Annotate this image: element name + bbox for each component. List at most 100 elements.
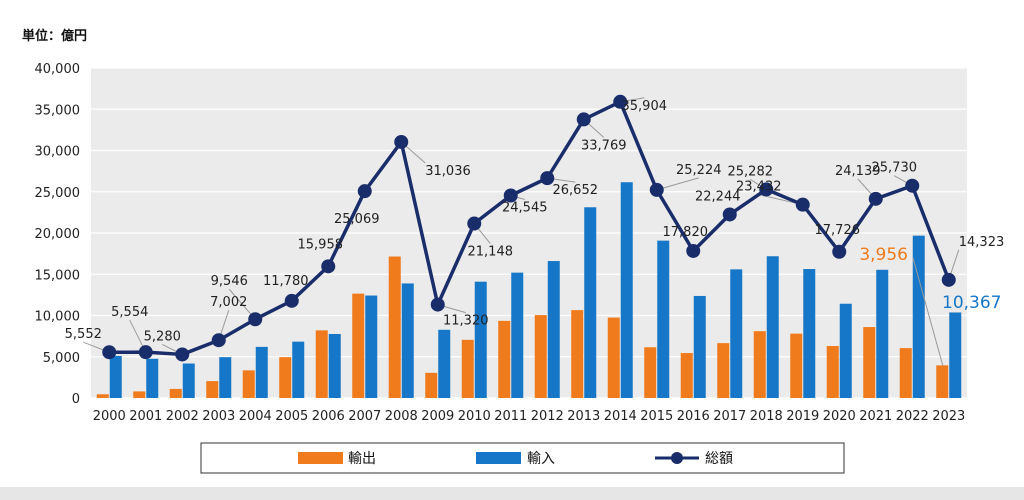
import-bar	[876, 269, 889, 398]
total-value-label: 25,069	[334, 212, 380, 227]
export-bar	[607, 317, 620, 398]
total-value-label: 25,730	[872, 161, 918, 176]
legend-swatch-total-marker	[671, 452, 683, 464]
total-value-label: 7,002	[210, 295, 247, 310]
data-labels: 5,552 5,554 5,280 7,002 9,546 11,780 15,958 25,…	[65, 99, 1005, 345]
total-value-label: 9,546	[211, 274, 248, 289]
x-tick-label: 2008	[385, 409, 418, 424]
import-bar	[292, 341, 305, 398]
y-tick-label: 0	[72, 392, 80, 407]
x-tick-label: 2018	[750, 409, 783, 424]
export-bar	[242, 370, 255, 398]
export-bar	[644, 347, 657, 398]
export-2023-label: 3,956	[859, 245, 908, 265]
import-bar	[109, 355, 122, 398]
total-series-line	[109, 100, 951, 357]
import-bar	[365, 295, 378, 398]
x-tick-label: 2007	[348, 409, 381, 424]
import-bar	[949, 312, 962, 398]
export-bar	[352, 293, 365, 398]
total-marker	[321, 259, 336, 274]
leader-line	[656, 177, 699, 191]
export-bar	[425, 372, 438, 398]
total-value-label: 35,904	[622, 99, 668, 114]
y-tick-label: 25,000	[35, 186, 81, 201]
import-2023-label: 10,367	[942, 293, 1001, 313]
x-tick-label: 2015	[640, 409, 673, 424]
y-tick-label: 10,000	[35, 310, 81, 325]
bars	[96, 182, 962, 398]
legend-label-import: 輸入	[527, 451, 555, 467]
total-marker	[540, 171, 555, 186]
total-marker	[905, 178, 920, 193]
y-tick-label: 5,000	[43, 351, 80, 366]
import-bar	[438, 329, 451, 398]
y-tick-label: 35,000	[35, 103, 81, 118]
total-marker	[503, 188, 518, 203]
x-tick-label: 2013	[567, 409, 600, 424]
x-tick-label: 2019	[786, 409, 819, 424]
import-bar	[839, 303, 852, 398]
total-value-label: 22,244	[695, 189, 741, 204]
import-bar	[620, 182, 633, 398]
export-bar	[279, 357, 292, 398]
y-tick-label: 40,000	[35, 62, 81, 77]
total-marker	[649, 182, 664, 197]
total-marker	[211, 333, 226, 348]
export-bar	[717, 343, 730, 398]
total-value-label: 11,320	[443, 314, 489, 329]
legend-label-total: 総額	[705, 451, 733, 467]
total-marker	[613, 94, 628, 109]
import-bar	[547, 261, 560, 398]
total-value-label: 14,323	[959, 235, 1005, 250]
y-axis-ticks: 0 5,000 10,000 15,000 20,000 25,000 30,000 35,0…	[35, 62, 81, 407]
x-tick-label: 2004	[239, 409, 272, 424]
legend-label-export: 輸出	[348, 451, 376, 467]
import-bar	[511, 272, 524, 398]
y-tick-label: 20,000	[35, 227, 81, 242]
total-marker	[138, 345, 153, 360]
bottom-bar	[0, 487, 1024, 500]
import-bar	[657, 240, 670, 398]
x-tick-label: 2006	[312, 409, 345, 424]
x-tick-label: 2005	[275, 409, 308, 424]
total-value-label: 17,820	[663, 225, 709, 240]
total-marker	[284, 293, 299, 308]
total-value-label: 5,554	[111, 305, 148, 320]
total-marker	[759, 182, 774, 197]
import-bar	[401, 283, 414, 398]
total-marker	[795, 197, 810, 212]
total-value-label: 5,280	[144, 329, 181, 344]
x-tick-label: 2022	[896, 409, 929, 424]
total-value-label: 26,652	[553, 183, 599, 198]
export-bar	[96, 394, 109, 398]
total-value-label: 24,545	[502, 201, 548, 216]
x-tick-label: 2021	[859, 409, 892, 424]
x-tick-label: 2012	[531, 409, 564, 424]
export-bar	[790, 333, 803, 398]
legend-swatch-import	[476, 452, 521, 464]
export-bar	[534, 315, 547, 398]
y-tick-label: 30,000	[35, 145, 81, 160]
total-marker	[686, 243, 701, 258]
x-tick-label: 2000	[93, 409, 126, 424]
gridlines	[91, 67, 967, 399]
leader-line	[912, 257, 944, 366]
total-marker	[832, 244, 847, 259]
x-tick-label: 2003	[202, 409, 235, 424]
export-bar	[753, 331, 766, 398]
export-bar	[899, 348, 912, 398]
export-bar	[936, 365, 949, 398]
total-marker	[248, 312, 263, 327]
x-tick-label: 2023	[932, 409, 965, 424]
import-bar	[182, 363, 195, 398]
total-value-label: 25,282	[728, 164, 774, 179]
x-tick-label: 2002	[166, 409, 199, 424]
import-bar	[146, 358, 159, 398]
x-tick-label: 2017	[713, 409, 746, 424]
export-bar	[571, 310, 584, 398]
total-value-label: 21,148	[468, 245, 514, 260]
export-bar	[680, 353, 693, 398]
export-bar	[826, 346, 839, 398]
